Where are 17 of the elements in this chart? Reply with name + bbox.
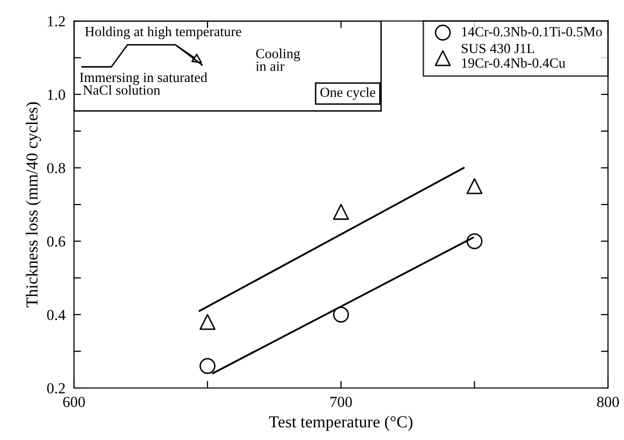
annotation: One cycle bbox=[320, 87, 376, 100]
x-tick-label: 600 bbox=[63, 396, 85, 408]
y-tick-label: 1.0 bbox=[48, 90, 66, 100]
annotation: Cooling in air bbox=[256, 48, 300, 71]
y-tick-label: 0.8 bbox=[47, 162, 66, 174]
x-tick-label: 700 bbox=[330, 396, 352, 408]
x-tick-label: 800 bbox=[597, 396, 619, 408]
legend-label: SUS 430 J1L 19Cr-0.4Nb-0.4Cu bbox=[462, 44, 566, 68]
y-tick-label: 0.4 bbox=[47, 310, 66, 320]
annotation: Holding at high temperature bbox=[85, 26, 242, 40]
y-axis-title: Thickness loss (mm/40 cycles) bbox=[26, 102, 42, 308]
x-axis-title: Test temperature (°C) bbox=[269, 416, 412, 431]
annotation: Immersing in saturated NaCl solution bbox=[80, 72, 208, 95]
y-tick-label: 0.6 bbox=[47, 236, 66, 247]
y-tick-label: 1.2 bbox=[48, 16, 65, 27]
legend-label: 14Cr-0.3Nb-0.1Ti-0.5Mo bbox=[462, 26, 602, 36]
y-tick-label: 0.2 bbox=[47, 383, 65, 394]
